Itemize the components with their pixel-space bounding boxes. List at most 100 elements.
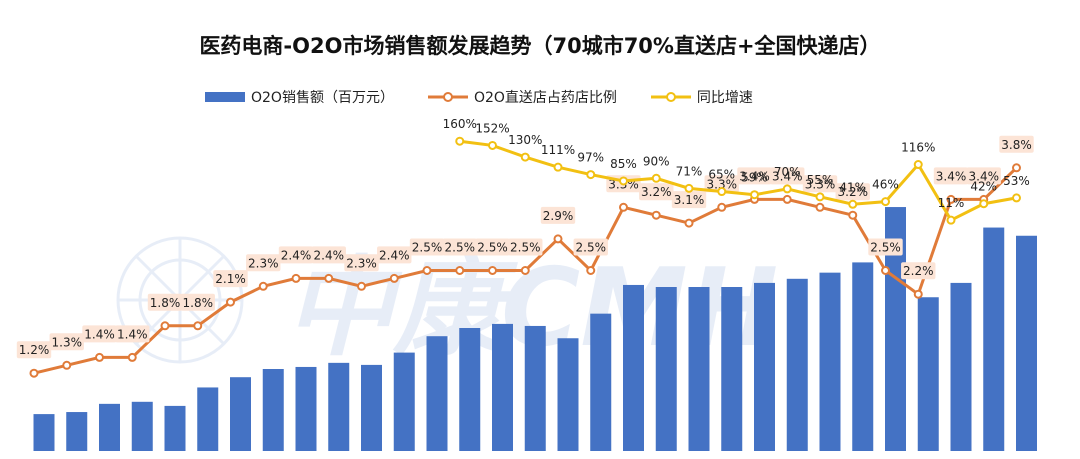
direct-ratio-point-5 — [193, 321, 203, 331]
growth-series: 160%152%130%111%97% 85% 90% 71% 65% 59% 70% 55%… — [443, 117, 1030, 225]
sales-bar-23 — [786, 278, 808, 451]
sales-bar-27 — [917, 297, 939, 451]
growth-label-1: 152% — [475, 121, 509, 135]
growth-point-3 — [553, 162, 563, 172]
direct-ratio-label-bg-22 — [737, 167, 772, 185]
direct-ratio-label-12: 2.5% — [412, 241, 443, 255]
growth-point-7 — [684, 183, 694, 193]
direct-ratio-label-bg-12 — [409, 238, 445, 256]
direct-ratio-label-bg-8 — [278, 246, 314, 264]
bar-series — [33, 207, 1037, 451]
sales-bar-25 — [852, 262, 874, 451]
growth-point-4 — [586, 170, 596, 180]
sales-bar-2 — [99, 403, 120, 451]
growth-point-1 — [488, 140, 497, 150]
direct-ratio-label-bg-13 — [442, 238, 477, 256]
direct-ratio-point-16 — [553, 234, 563, 244]
growth-point-17 — [1012, 193, 1021, 203]
sales-bar-3 — [131, 401, 153, 451]
growth-point-15 — [946, 215, 956, 225]
direct-ratio-point-18 — [619, 202, 628, 212]
chart-title: 医药电商-O2O市场销售额发展趋势（70城市70%直送店+全国快递店） — [199, 34, 881, 58]
growth-point-14 — [913, 160, 923, 170]
direct-ratio-label-bg-25 — [835, 183, 870, 201]
direct-ratio-label-bg-28 — [933, 167, 969, 185]
legend-swatch-yellow-line — [650, 92, 691, 102]
direct-ratio-label-28: 3.4% — [936, 169, 967, 183]
direct-ratio-label-bg-4 — [147, 293, 183, 311]
direct-ratio-point-17 — [586, 266, 596, 275]
sales-bar-26 — [885, 207, 906, 451]
sales-bar-21 — [721, 287, 743, 451]
legend-swatch-orange-line — [427, 92, 468, 102]
direct-ratio-label-bg-10 — [344, 254, 379, 272]
direct-ratio-label-bg-11 — [377, 246, 412, 264]
legend-label-sales: O2O销售额（百万元） — [251, 90, 394, 106]
sales-bar-15 — [524, 325, 546, 451]
growth-point-12 — [848, 199, 858, 209]
sales-bar-8 — [295, 366, 317, 451]
sales-bar-0 — [33, 414, 55, 451]
legend-item-growth[interactable]: 同比增速 — [650, 87, 753, 107]
direct-ratio-point-11 — [389, 273, 399, 283]
growth-label-11: 55% — [807, 173, 834, 187]
direct-ratio-label-bg-9 — [311, 246, 346, 264]
direct-ratio-point-24 — [815, 202, 825, 212]
direct-ratio-label-bg-26 — [868, 238, 903, 256]
watermark: 中康CMH — [116, 236, 778, 371]
direct-ratio-series: 1.2%1.3%1.4% 1.4%1.8% 1.8%2.1%2.3%2.4% 2.4%… — [16, 135, 1034, 378]
sales-bar-30 — [1016, 235, 1037, 451]
growth-point-9 — [750, 190, 759, 200]
growth-label-5: 85% — [610, 157, 637, 171]
direct-ratio-point-0 — [29, 368, 39, 378]
direct-ratio-point-14 — [488, 266, 497, 275]
direct-ratio-point-10 — [357, 281, 366, 291]
growth-label-16: 42% — [970, 180, 997, 194]
direct-ratio-label-bg-6 — [213, 270, 248, 288]
direct-ratio-point-4 — [160, 321, 170, 331]
direct-ratio-label-22: 3.4% — [739, 169, 770, 183]
growth-point-5 — [619, 176, 628, 186]
sales-bar-13 — [459, 328, 481, 451]
direct-ratio-label-0: 1.2% — [19, 343, 50, 357]
sales-bar-14 — [492, 323, 513, 451]
direct-ratio-point-23 — [782, 194, 792, 204]
legend-item-direct-ratio[interactable]: O2O直送店占药店比例 — [427, 87, 617, 107]
direct-ratio-point-7 — [258, 281, 268, 291]
direct-ratio-label-6: 2.1% — [215, 272, 246, 286]
sales-bar-22 — [754, 282, 775, 451]
direct-ratio-label-bg-0 — [16, 341, 52, 359]
sales-bar-1 — [66, 412, 88, 451]
direct-ratio-label-2: 1.4% — [84, 327, 115, 341]
direct-ratio-point-3 — [127, 352, 137, 362]
direct-ratio-point-19 — [651, 210, 661, 220]
sales-bar-17 — [590, 313, 612, 451]
direct-ratio-label-16: 2.9% — [543, 209, 574, 223]
direct-ratio-label-bg-16 — [540, 206, 576, 224]
sales-bar-18 — [623, 284, 644, 451]
direct-ratio-label-27: 2.2% — [903, 264, 934, 278]
direct-ratio-point-15 — [520, 266, 530, 275]
direct-ratio-label-17: 2.5% — [576, 241, 607, 255]
direct-ratio-label-bg-24 — [802, 175, 838, 193]
growth-label-3: 111% — [541, 143, 575, 157]
direct-ratio-label-29: 3.4% — [969, 169, 1000, 183]
direct-ratio-label-3: 1.4% — [117, 327, 148, 341]
direct-ratio-label-8: 2.4% — [281, 248, 312, 262]
sales-bar-7 — [262, 369, 284, 451]
legend-item-sales[interactable]: O2O销售额（百万元） — [205, 87, 394, 107]
direct-ratio-label-bg-5 — [180, 293, 215, 311]
direct-ratio-point-20 — [684, 218, 694, 228]
direct-ratio-label-25: 3.2% — [838, 185, 869, 199]
growth-label-2: 130% — [508, 133, 542, 147]
direct-ratio-label-15: 2.5% — [510, 241, 541, 255]
growth-label-13: 46% — [872, 178, 899, 192]
direct-ratio-label-bg-23 — [770, 167, 805, 185]
sales-bar-4 — [164, 405, 186, 451]
direct-ratio-label-19: 3.2% — [641, 185, 672, 199]
direct-ratio-label-7: 2.3% — [248, 256, 279, 270]
direct-ratio-point-13 — [455, 266, 465, 275]
growth-label-14: 116% — [901, 141, 935, 155]
legend-label-growth: 同比增速 — [696, 90, 753, 106]
